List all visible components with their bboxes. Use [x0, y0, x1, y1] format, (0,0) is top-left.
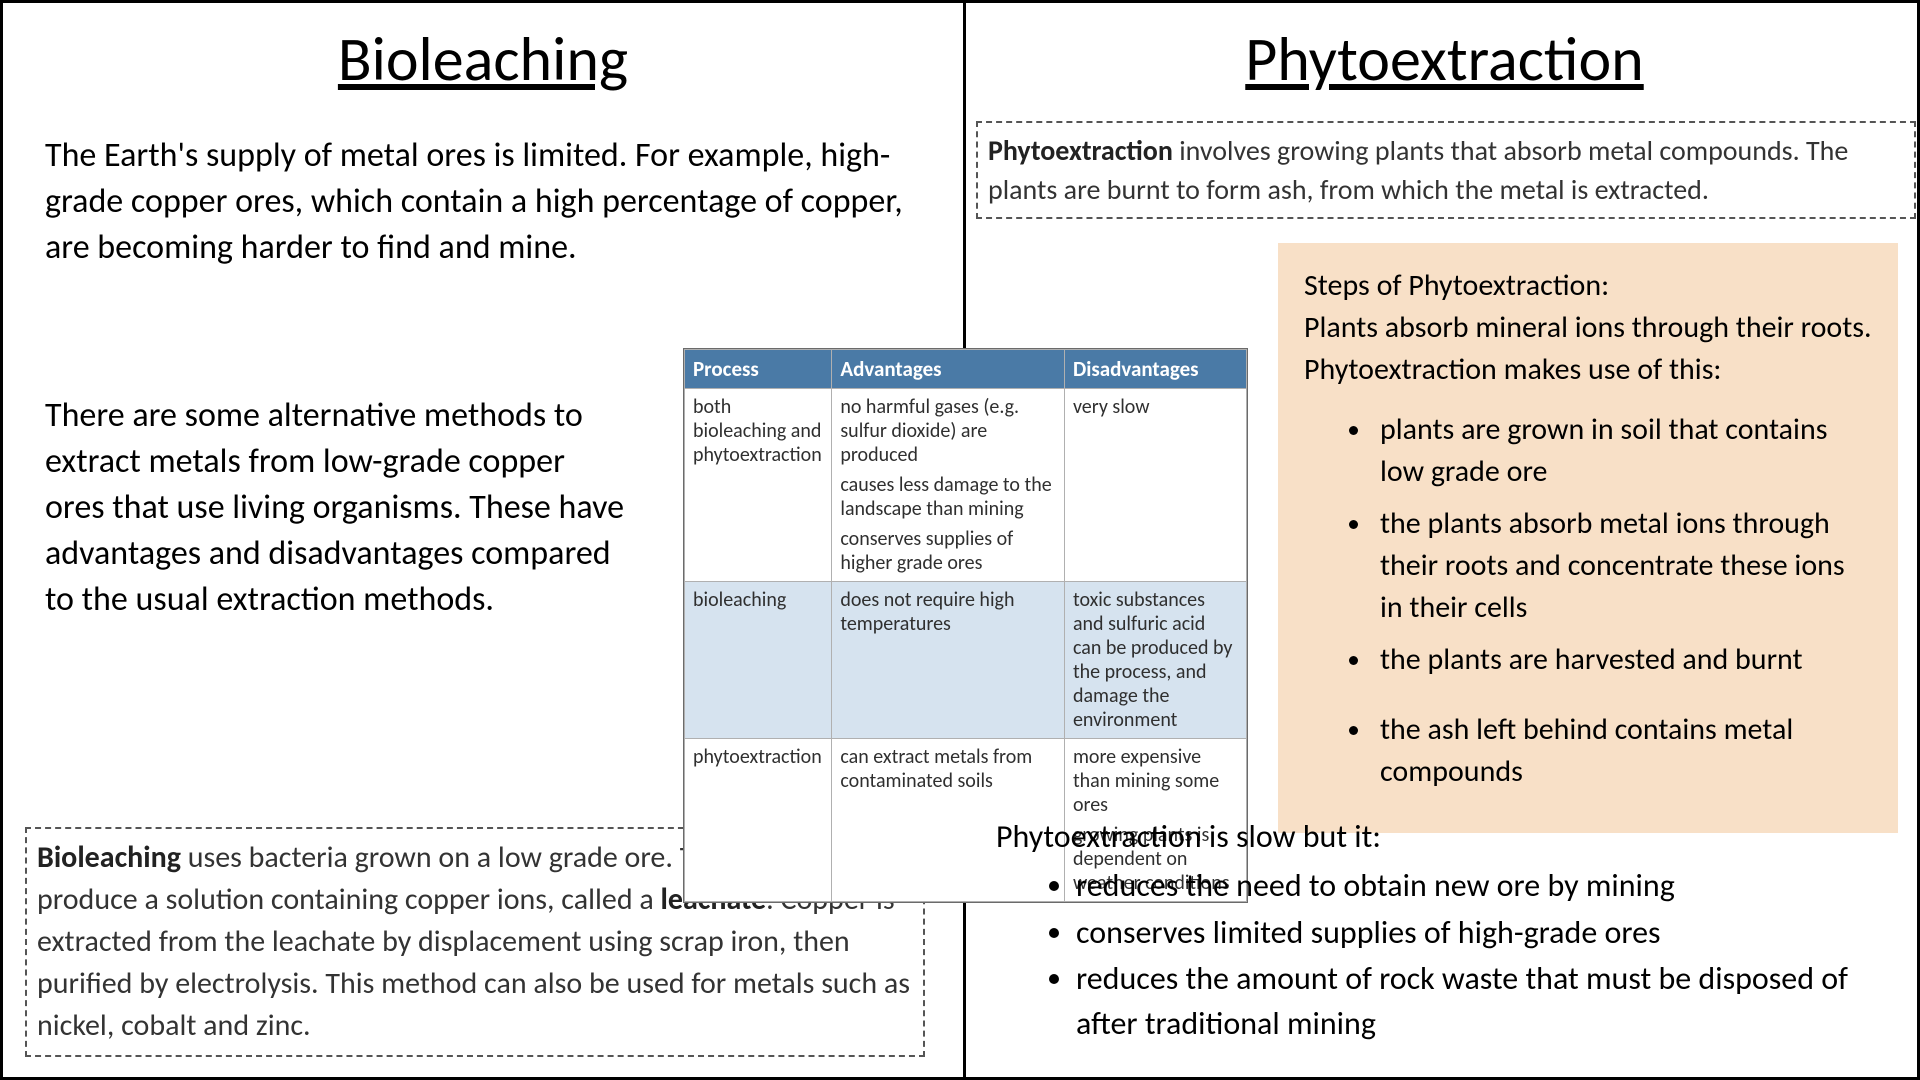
benefits-section: Phytoextraction is slow but it: reduces … [996, 815, 1896, 1049]
bold-phytoextraction: Phytoextraction [988, 133, 1173, 168]
list-item: conserves limited supplies of high-grade… [1076, 911, 1896, 956]
cell-process: bioleaching [685, 582, 832, 739]
list-item: plants are grown in soil that contains l… [1374, 409, 1872, 493]
cell-process: both bioleaching and phytoextraction [685, 389, 832, 582]
left-paragraph-2: There are some alternative methods to ex… [45, 393, 625, 622]
list-item: the plants are harvested and burnt [1374, 639, 1872, 681]
list-item: the plants absorb metal ions through the… [1374, 503, 1872, 629]
benefits-list: reduces the need to obtain new ore by mi… [996, 864, 1896, 1047]
steps-box: Steps of Phytoextraction: Plants absorb … [1278, 243, 1898, 833]
right-title: Phytoextraction [966, 21, 1920, 97]
th-process: Process [685, 350, 832, 389]
left-title: Bioleaching [3, 21, 963, 97]
list-item: reduces the need to obtain new ore by mi… [1076, 864, 1896, 909]
bold-bioleaching: Bioleaching [37, 839, 181, 876]
phytoextraction-definition-box: Phytoextraction involves growing plants … [976, 121, 1916, 219]
cell-process: phytoextraction [685, 739, 832, 902]
page: Bioleaching The Earth's supply of metal … [0, 0, 1920, 1080]
steps-heading: Steps of Phytoextraction: [1304, 267, 1609, 304]
left-paragraph-1: The Earth's supply of metal ores is limi… [45, 133, 925, 271]
right-column: Phytoextraction Phytoextraction involves… [966, 3, 1920, 1077]
steps-intro: Steps of Phytoextraction: Plants absorb … [1304, 265, 1872, 391]
steps-intro-text: Plants absorb mineral ions through their… [1304, 309, 1872, 388]
steps-list: plants are grown in soil that contains l… [1304, 409, 1872, 793]
benefits-lead: Phytoextraction is slow but it: [996, 815, 1896, 860]
list-item: the ash left behind contains metal compo… [1374, 709, 1872, 793]
list-item: reduces the amount of rock waste that mu… [1076, 957, 1896, 1047]
